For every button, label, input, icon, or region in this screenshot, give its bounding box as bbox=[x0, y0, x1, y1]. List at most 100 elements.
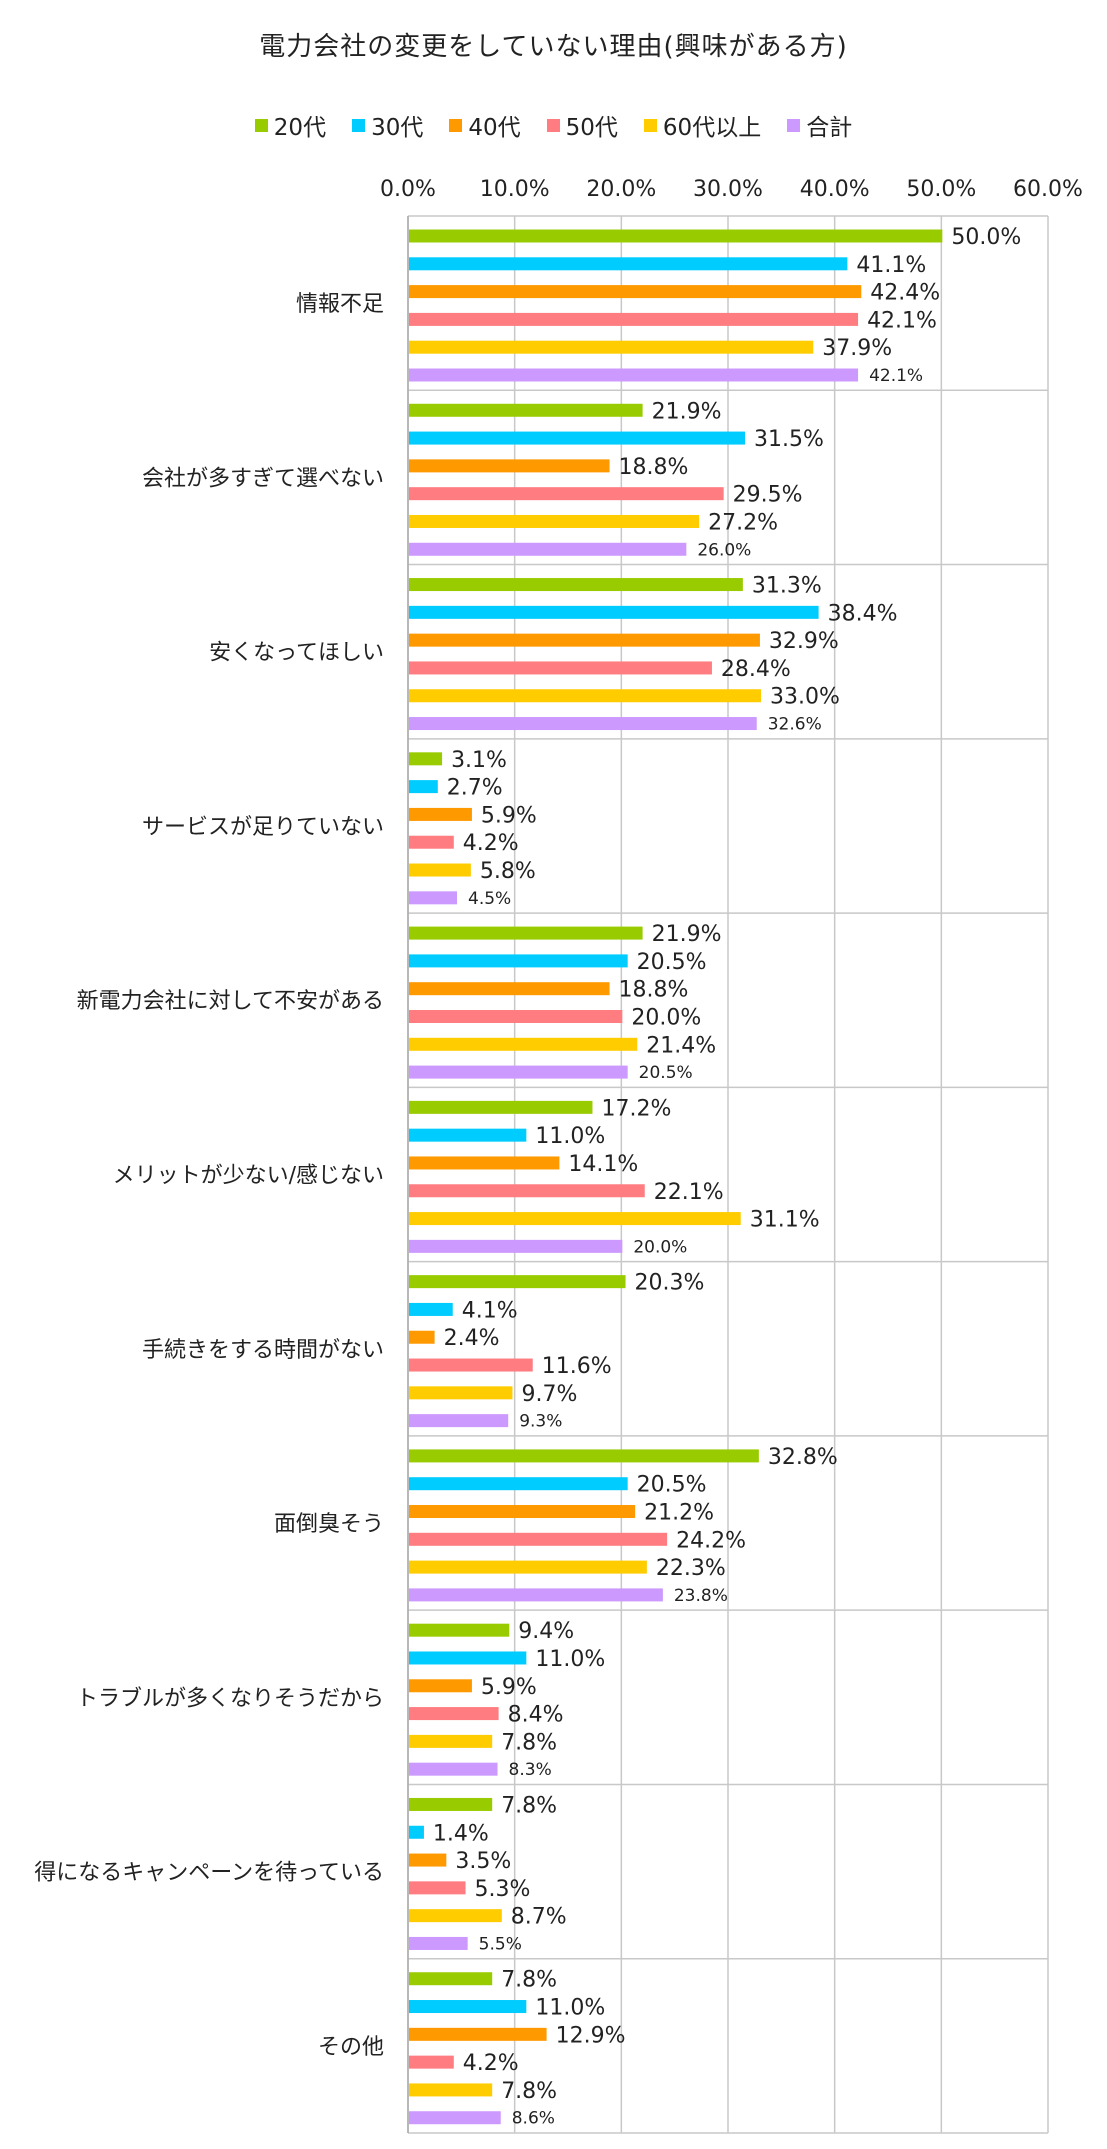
data-label: 7.8% bbox=[501, 1730, 557, 1755]
data-label: 31.3% bbox=[752, 574, 822, 599]
data-label: 28.4% bbox=[721, 657, 791, 682]
legend: 20代 30代 40代 50代 60代以上 合計 bbox=[0, 108, 1107, 142]
bar bbox=[409, 2111, 501, 2125]
data-label: 32.8% bbox=[768, 1445, 838, 1470]
data-label: 41.1% bbox=[856, 253, 926, 278]
bar bbox=[409, 578, 743, 592]
bar bbox=[409, 863, 471, 877]
bar bbox=[409, 1505, 636, 1519]
legend-label: 50代 bbox=[565, 115, 618, 141]
category-label: トラブルが多くなりそうだから bbox=[76, 1686, 384, 1711]
bar bbox=[409, 605, 819, 619]
bar bbox=[409, 340, 814, 354]
x-tick-label: 60.0% bbox=[1013, 177, 1083, 202]
category-label: 会社が多すぎて選べない bbox=[142, 466, 384, 491]
legend-swatch bbox=[643, 118, 657, 132]
bar bbox=[409, 1156, 560, 1170]
bar bbox=[409, 1762, 498, 1776]
data-label: 21.9% bbox=[652, 922, 722, 947]
data-label: 11.0% bbox=[535, 1996, 605, 2021]
legend-item: 20代 bbox=[254, 108, 327, 142]
legend-label: 合計 bbox=[806, 115, 853, 141]
data-label: 17.2% bbox=[601, 1096, 671, 1121]
bar bbox=[409, 1972, 493, 1986]
bar bbox=[409, 1037, 638, 1051]
legend-swatch bbox=[254, 118, 268, 132]
legend-item: 40代 bbox=[449, 108, 521, 142]
bar bbox=[409, 1797, 493, 1811]
bar bbox=[409, 257, 848, 271]
category-label: 面倒臭そう bbox=[274, 1512, 384, 1537]
bar bbox=[409, 2000, 527, 2014]
bar bbox=[409, 1302, 453, 1316]
data-label: 12.9% bbox=[556, 2023, 626, 2048]
data-label: 50.0% bbox=[951, 225, 1021, 250]
legend-swatch bbox=[546, 118, 560, 132]
bar bbox=[409, 661, 712, 675]
category-label: メリットが少ない/感じない bbox=[113, 1164, 384, 1189]
data-label: 3.5% bbox=[455, 1849, 511, 1874]
data-label: 9.7% bbox=[521, 1382, 577, 1407]
data-label: 42.4% bbox=[870, 281, 940, 306]
bar bbox=[409, 1909, 502, 1923]
legend-label: 20代 bbox=[273, 115, 327, 141]
legend-swatch bbox=[449, 118, 463, 132]
data-label: 11.0% bbox=[535, 1647, 605, 1672]
bar bbox=[409, 1532, 668, 1546]
data-label: 2.7% bbox=[447, 776, 503, 801]
bar bbox=[409, 1707, 499, 1721]
data-label: 5.9% bbox=[481, 1675, 537, 1700]
data-label: 21.9% bbox=[652, 399, 722, 424]
category-label: 安くなってほしい bbox=[209, 641, 384, 666]
data-label: 22.1% bbox=[654, 1180, 724, 1205]
data-label: 32.6% bbox=[768, 715, 822, 735]
legend-label: 30代 bbox=[371, 115, 424, 141]
data-label: 20.5% bbox=[637, 950, 707, 975]
bar bbox=[409, 514, 700, 528]
bar bbox=[409, 1881, 466, 1895]
bar bbox=[409, 459, 610, 473]
bar bbox=[409, 1477, 628, 1491]
legend-label: 60代以上 bbox=[662, 115, 762, 141]
legend-swatch bbox=[787, 118, 801, 132]
bar bbox=[409, 891, 457, 905]
bar bbox=[409, 689, 761, 703]
x-tick-label: 10.0% bbox=[480, 177, 550, 202]
data-label: 29.5% bbox=[733, 483, 803, 508]
data-label: 7.8% bbox=[501, 1793, 557, 1818]
bar bbox=[409, 1651, 527, 1665]
bar bbox=[409, 780, 438, 794]
data-label: 32.9% bbox=[769, 629, 839, 654]
bar bbox=[409, 542, 687, 556]
bar bbox=[409, 1679, 472, 1693]
x-tick-label: 30.0% bbox=[693, 177, 763, 202]
bar bbox=[409, 368, 859, 382]
legend-label: 40代 bbox=[468, 115, 521, 141]
legend-item: 30代 bbox=[352, 108, 423, 142]
data-label: 21.2% bbox=[644, 1501, 714, 1526]
data-label: 1.4% bbox=[433, 1821, 489, 1846]
legend-item: 50代 bbox=[546, 108, 618, 142]
bar bbox=[409, 487, 724, 501]
bar bbox=[409, 403, 643, 417]
category-label: 手続きをする時間がない bbox=[142, 1338, 384, 1363]
data-label: 20.3% bbox=[635, 1271, 705, 1296]
bar bbox=[409, 1239, 623, 1253]
bar bbox=[409, 229, 943, 243]
data-label: 2.4% bbox=[444, 1326, 500, 1351]
bar bbox=[409, 312, 859, 326]
legend-item: 合計 bbox=[787, 108, 852, 142]
bar bbox=[409, 1100, 593, 1114]
bar bbox=[409, 285, 862, 299]
data-label: 4.1% bbox=[462, 1298, 518, 1323]
category-label: 得になるキャンペーンを待っている bbox=[34, 1861, 384, 1886]
data-label: 20.5% bbox=[637, 1473, 707, 1498]
bar bbox=[409, 1330, 435, 1344]
bar bbox=[409, 717, 757, 731]
bar bbox=[409, 752, 443, 766]
bar bbox=[409, 835, 454, 849]
data-label: 31.1% bbox=[750, 1208, 820, 1233]
bar bbox=[409, 2055, 454, 2069]
bar bbox=[409, 1734, 493, 1748]
